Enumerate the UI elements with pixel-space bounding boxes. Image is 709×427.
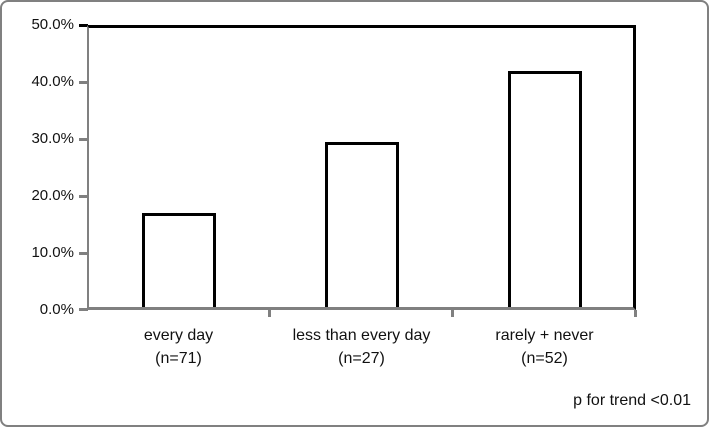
y-axis-tick (79, 252, 88, 255)
y-axis-label-50: 50.0% (31, 16, 74, 33)
bar-rarely-never (508, 71, 582, 307)
category-n-label: (n=27) (338, 350, 385, 367)
x-axis-label-every-day: every day (n=71) (87, 324, 270, 370)
category-n-label: (n=71) (155, 350, 202, 367)
x-axis-label-rarely-never: rarely + never (n=52) (453, 324, 636, 370)
y-axis-tick (79, 138, 88, 141)
y-axis-tick (79, 308, 88, 311)
y-axis-tick (79, 81, 88, 84)
y-axis-tick (79, 195, 88, 198)
p-for-trend-footnote: p for trend <0.01 (573, 392, 691, 409)
x-axis-label-less-than-every-day: less than every day (n=27) (270, 324, 453, 370)
category-label: less than every day (292, 327, 431, 344)
category-n-label: (n=52) (521, 350, 568, 367)
bar-every-day (142, 213, 216, 307)
y-axis-label-40: 40.0% (31, 73, 74, 90)
y-axis-tick (79, 24, 88, 27)
y-axis-label-20: 20.0% (31, 187, 74, 204)
category-label: every day (143, 327, 214, 344)
plot-area (87, 25, 636, 310)
y-axis-label-0: 0.0% (39, 301, 74, 318)
x-axis-tick (451, 310, 454, 317)
y-axis-label-30: 30.0% (31, 130, 74, 147)
category-label: rarely + never (495, 327, 594, 344)
x-axis-tick (634, 310, 637, 317)
bar-less-than-every-day (325, 142, 399, 307)
x-axis-tick (268, 310, 271, 317)
y-axis-label-10: 10.0% (31, 244, 74, 261)
